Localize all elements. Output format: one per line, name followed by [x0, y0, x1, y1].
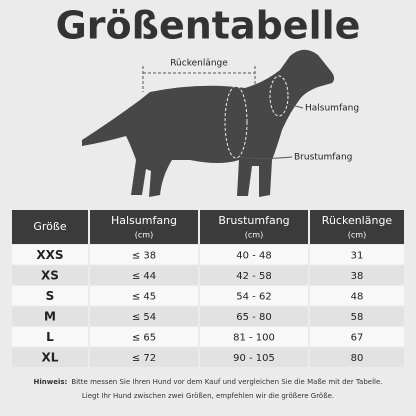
header-name: Brustumfang [218, 214, 289, 227]
label-neck: Halsumfang [305, 104, 359, 114]
note-line: Liegt Ihr Hund zwischen zwei Größen, emp… [82, 392, 334, 400]
table-cell [200, 286, 308, 306]
cell-text: ≤ 44 [132, 271, 156, 282]
header-name: Rückenlänge [322, 214, 393, 227]
cell-text: ≤ 54 [132, 312, 156, 323]
table-cell [90, 327, 198, 347]
header-cell [12, 210, 88, 244]
table-cell [90, 306, 198, 326]
cell-text: 81 - 100 [233, 332, 275, 343]
cell-text: S [46, 289, 55, 303]
table-cell [12, 347, 88, 367]
table-cell [200, 265, 308, 285]
cell-text: 90 - 105 [233, 353, 275, 364]
cell-text: 42 - 58 [236, 271, 271, 282]
cell-text: 40 - 48 [236, 250, 271, 261]
cell-text: XL [42, 350, 59, 364]
cell-text: 48 [351, 291, 364, 302]
header-cell [310, 210, 404, 244]
note-label: Hinweis: [33, 378, 67, 386]
cell-text: M [44, 309, 56, 323]
header-unit: (cm) [135, 231, 153, 240]
cell-text: ≤ 45 [132, 291, 156, 302]
cell-text: ≤ 72 [132, 353, 156, 364]
header-cell [200, 210, 308, 244]
label-chest: Brustumfang [294, 153, 352, 163]
table-cell [310, 327, 404, 347]
cell-text: 58 [351, 312, 364, 323]
header-unit: (cm) [245, 231, 263, 240]
note: Hinweis: Bitte messen Sie Ihren Hund vor … [33, 378, 382, 386]
table-cell [12, 286, 88, 306]
table-cell [90, 347, 198, 367]
table-cell [200, 327, 308, 347]
cell-text: 31 [351, 250, 364, 261]
table-cell [90, 286, 198, 306]
table-cell [310, 286, 404, 306]
header-name: Größe [33, 220, 66, 233]
table-cell [12, 327, 88, 347]
table-cell [310, 265, 404, 285]
table-cell [90, 265, 198, 285]
cell-text: ≤ 65 [132, 332, 156, 343]
table-cell [200, 306, 308, 326]
measure-lines [142, 66, 304, 159]
table-cell [200, 245, 308, 265]
cell-text: 38 [351, 271, 364, 282]
cell-text: ≤ 38 [132, 250, 156, 261]
title: Größentabelle [56, 4, 361, 48]
cell-text: XXS [36, 248, 63, 262]
cell-text: 65 - 80 [236, 312, 271, 323]
table-cell [12, 265, 88, 285]
table-cell [12, 306, 88, 326]
size-table: Größe Halsumfang (cm) Brustumfang (cm) Rücken… [12, 210, 404, 367]
cell-text: 67 [351, 332, 364, 343]
label-back: Rückenlänge [170, 59, 228, 69]
table-cell [200, 347, 308, 367]
header-name: Halsumfang [111, 214, 177, 227]
table-cell [310, 347, 404, 367]
header-unit: (cm) [348, 231, 366, 240]
header-cell [90, 210, 198, 244]
cell-text: L [46, 330, 54, 344]
table-cell [310, 245, 404, 265]
table-cell [310, 306, 404, 326]
cell-text: 54 - 62 [236, 291, 271, 302]
note-line: Bitte messen Sie Ihren Hund vor dem Kauf… [71, 378, 382, 386]
cell-text: XS [41, 268, 59, 282]
table-cell [90, 245, 198, 265]
table-cell [12, 245, 88, 265]
cell-text: 80 [351, 353, 364, 364]
